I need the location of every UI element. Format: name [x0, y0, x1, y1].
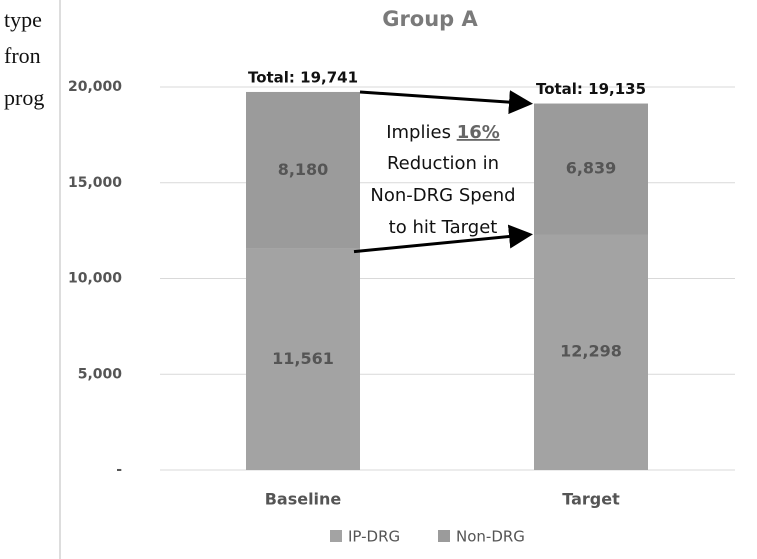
total-label: Total: 19,741: [248, 68, 358, 86]
data-label: 8,180: [278, 160, 329, 179]
y-tick-label: 5,000: [78, 366, 123, 382]
data-label: 11,561: [272, 349, 334, 368]
chart-title: Group A: [382, 7, 478, 31]
y-tick-label: 15,000: [68, 175, 122, 191]
annotation: Non-DRG Spend: [370, 185, 515, 206]
arrow: [359, 90, 533, 115]
data-label: 6,839: [566, 159, 617, 178]
annotation-text: Implies: [386, 122, 451, 143]
data-label: 12,298: [560, 342, 622, 361]
bar-segment: [534, 234, 648, 470]
doc-text: prog: [4, 85, 44, 110]
bar-segment: [246, 248, 360, 470]
arrow: [353, 224, 533, 254]
legend-swatch: [438, 530, 450, 542]
x-tick-label: Baseline: [265, 490, 342, 509]
bar-segment: [534, 103, 648, 235]
legend-label: Non-DRG: [456, 528, 525, 546]
bar-segment: [246, 91, 360, 249]
annotation: to hit Target: [389, 217, 498, 238]
total-label: Total: 19,135: [536, 80, 646, 98]
doc-text: type: [4, 7, 42, 32]
annotation: Implies 16%: [386, 122, 500, 143]
y-tick-label: 20,000: [68, 79, 122, 95]
annotation: Reduction in: [387, 153, 499, 174]
annotation-highlight: 16%: [457, 122, 500, 143]
y-tick-label: 10,000: [68, 271, 122, 287]
legend-label: IP-DRG: [348, 528, 400, 546]
x-tick-label: Target: [562, 490, 620, 509]
doc-text: fron: [4, 43, 41, 68]
legend-swatch: [330, 530, 342, 542]
y-tick-label: -: [116, 462, 122, 478]
